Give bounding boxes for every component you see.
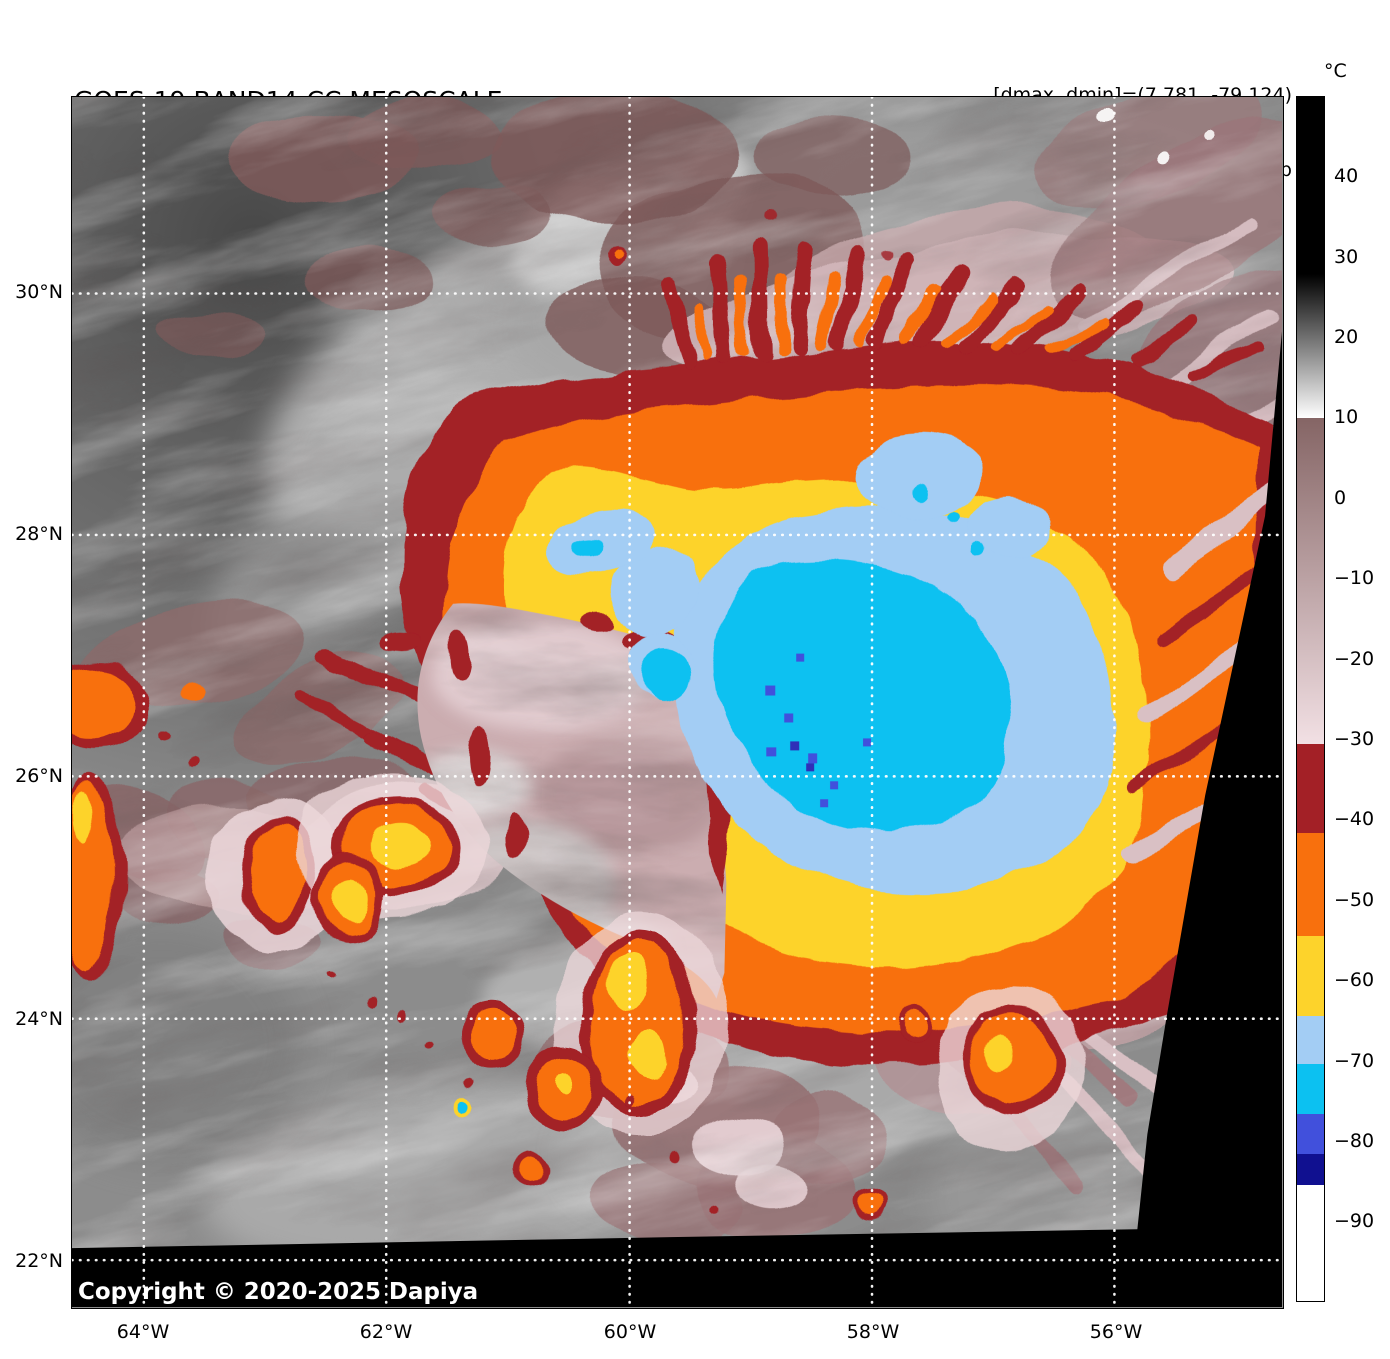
cbar-seg-mauve-gradient bbox=[1297, 418, 1324, 744]
cbar-seg-navy bbox=[1297, 1154, 1324, 1185]
lat-tick-26n: 26°N bbox=[15, 765, 63, 787]
lon-tick-64w: 64°W bbox=[116, 1321, 170, 1343]
cbar-seg-royal-blue bbox=[1297, 1114, 1324, 1154]
lon-tick-60w: 60°W bbox=[603, 1321, 657, 1343]
cbar-seg-yellow bbox=[1297, 936, 1324, 1016]
cbar-tick-m40: −40 bbox=[1334, 808, 1375, 830]
cbar-tick-m10: −10 bbox=[1334, 567, 1375, 589]
satellite-imagery: Copyright © 2020-2025 Dapiya bbox=[72, 97, 1282, 1307]
cbar-tick-m50: −50 bbox=[1334, 889, 1375, 911]
cbar-tick-0: 0 bbox=[1334, 487, 1347, 509]
cbar-tick-m90: −90 bbox=[1334, 1210, 1375, 1232]
cbar-tick-m80: −80 bbox=[1334, 1130, 1375, 1152]
cbar-seg-light-blue bbox=[1297, 1016, 1324, 1064]
small-warm-cells bbox=[604, 108, 1216, 263]
cbar-seg-gray-gradient bbox=[1297, 274, 1324, 418]
cbar-tick-m60: −60 bbox=[1334, 969, 1375, 991]
cbar-seg-cyan bbox=[1297, 1064, 1324, 1114]
cbar-tick-40: 40 bbox=[1334, 165, 1359, 187]
overshooting-tops bbox=[765, 653, 872, 808]
lat-tick-24n: 24°N bbox=[15, 1008, 63, 1030]
colorbar bbox=[1296, 96, 1325, 1302]
cbar-tick-10: 10 bbox=[1334, 406, 1359, 428]
convective-cells-layer bbox=[72, 659, 1084, 1220]
cbar-seg-orange bbox=[1297, 833, 1324, 936]
lat-tick-28n: 28°N bbox=[15, 523, 63, 545]
cbar-seg-dark-red bbox=[1297, 744, 1324, 833]
cbar-seg-white bbox=[1297, 1185, 1324, 1301]
lon-tick-62w: 62°W bbox=[359, 1321, 413, 1343]
lat-tick-30n: 30°N bbox=[15, 281, 63, 303]
cbar-tick-m20: −20 bbox=[1334, 648, 1375, 670]
cbar-tick-m70: −70 bbox=[1334, 1050, 1375, 1072]
copyright-watermark: Copyright © 2020-2025 Dapiya bbox=[78, 1279, 478, 1305]
lon-tick-56w: 56°W bbox=[1089, 1321, 1143, 1343]
colorbar-unit-label: °C bbox=[1324, 60, 1347, 82]
cbar-tick-30: 30 bbox=[1334, 246, 1359, 268]
cbar-tick-m30: −30 bbox=[1334, 728, 1375, 750]
map-plot-area: Copyright © 2020-2025 Dapiya bbox=[71, 96, 1284, 1309]
lat-tick-22n: 22°N bbox=[15, 1250, 63, 1272]
cold-cloud-tops-layer bbox=[547, 434, 1116, 891]
lon-tick-58w: 58°W bbox=[846, 1321, 900, 1343]
cbar-seg-hot-black bbox=[1297, 97, 1324, 274]
no-data-mask bbox=[72, 331, 1282, 1307]
cbar-tick-20: 20 bbox=[1334, 326, 1359, 348]
